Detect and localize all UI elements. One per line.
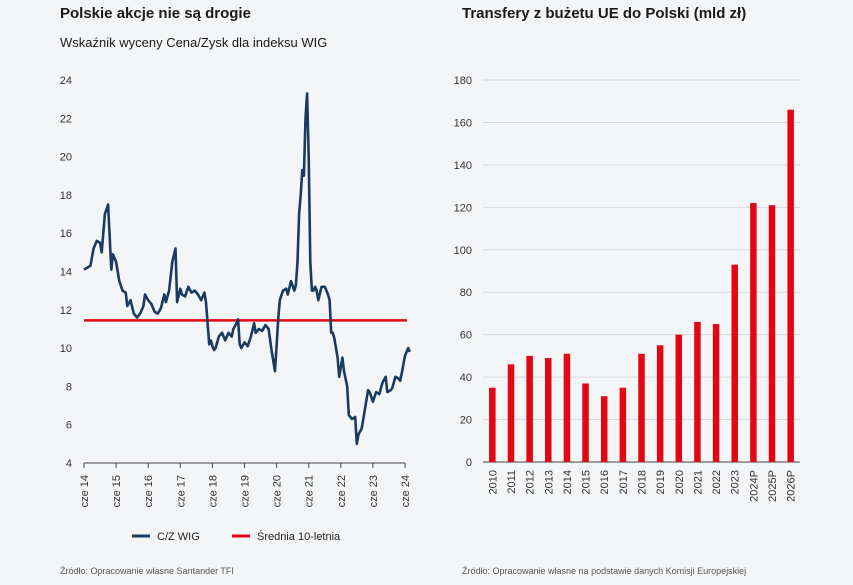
x-tick-label: 2012 (525, 470, 537, 494)
y-tick-label: 8 (66, 381, 72, 393)
bar-2018 (638, 353, 645, 462)
y-tick-label: 120 (454, 202, 472, 214)
y-tick-label: 180 (454, 75, 472, 87)
bar-2025P (768, 205, 776, 462)
pe-ratio-line (83, 92, 411, 446)
bar-2012 (526, 355, 533, 462)
bar-2019 (656, 345, 664, 462)
x-tick-label: cze 17 (175, 475, 187, 507)
y-tick-label: 14 (60, 267, 72, 279)
right-chart-title: Transfery z bużetu UE do Polski (mld zł) (462, 5, 747, 22)
y-tick-label: 18 (60, 190, 72, 202)
y-tick-label: 4 (66, 458, 72, 470)
bar-2011 (507, 364, 515, 462)
bar-2026P (787, 109, 794, 462)
x-tick-label: 2023 (730, 470, 742, 494)
bar-2010 (489, 387, 496, 462)
left-chart-subtitle: Wskaźnik wyceny Cena/Zysk dla indeksu WI… (60, 35, 328, 50)
x-tick-label: 2024P (748, 470, 760, 502)
x-tick-label: 2017 (618, 470, 630, 494)
x-tick-label: cze 24 (400, 475, 412, 507)
legend-label-average: Średnia 10-letnia (257, 530, 341, 543)
y-tick-label: 40 (460, 372, 472, 384)
x-tick-label: 2026P (786, 470, 798, 502)
y-tick-label: 20 (60, 152, 72, 164)
left-chart-source: Źródło: Opracowanie własne Santander TFI (60, 566, 234, 576)
y-tick-label: 10 (60, 343, 72, 355)
x-tick-label: cze 22 (336, 475, 348, 507)
x-tick-label: cze 16 (143, 475, 155, 507)
x-tick-label: cze 15 (111, 475, 123, 507)
x-tick-label: cze 14 (79, 475, 91, 507)
bar-2013 (545, 358, 552, 462)
y-tick-label: 100 (454, 245, 472, 257)
x-tick-label: 2014 (562, 470, 574, 494)
bar-2015 (582, 383, 589, 462)
x-tick-label: 2010 (487, 470, 499, 494)
x-tick-label: 2016 (599, 470, 611, 494)
legend-label-pe: C/Z WIG (157, 531, 200, 543)
right-chart-source: Źródło: Opracowanie własne na podstawie … (462, 566, 747, 576)
x-tick-label: 2022 (711, 470, 723, 494)
y-tick-label: 20 (460, 415, 472, 427)
bar-2016 (600, 396, 608, 462)
x-tick-label: cze 21 (304, 475, 316, 507)
y-tick-label: 60 (460, 330, 472, 342)
y-tick-label: 12 (60, 305, 72, 317)
x-tick-label: 2018 (637, 470, 649, 494)
y-tick-label: 0 (466, 457, 472, 469)
x-tick-label: 2020 (674, 470, 686, 494)
x-tick-label: cze 19 (240, 475, 252, 507)
bar-2017 (619, 387, 627, 462)
x-tick-label: cze 20 (272, 475, 284, 507)
y-tick-label: 22 (60, 113, 72, 125)
x-tick-label: 2015 (581, 470, 593, 494)
left-chart-title: Polskie akcje nie są drogie (60, 5, 251, 22)
x-tick-label: cze 23 (368, 475, 380, 507)
y-tick-label: 160 (454, 117, 472, 129)
x-tick-label: 2013 (543, 470, 555, 494)
y-tick-label: 140 (454, 160, 472, 172)
x-tick-label: 2011 (506, 470, 518, 494)
y-tick-label: 24 (60, 75, 72, 87)
bar-2014 (563, 353, 571, 462)
x-tick-label: cze 18 (207, 475, 219, 507)
y-tick-label: 16 (60, 228, 72, 240)
x-tick-label: 2021 (692, 470, 704, 494)
bar-2023 (731, 264, 738, 462)
bar-2022 (712, 324, 720, 462)
x-tick-label: 2025P (767, 470, 779, 502)
y-tick-label: 80 (460, 287, 472, 299)
bar-2020 (675, 334, 683, 462)
y-tick-label: 6 (66, 420, 72, 432)
bar-2021 (694, 321, 701, 462)
bar-2024P (750, 203, 757, 463)
x-tick-label: 2019 (655, 470, 667, 494)
